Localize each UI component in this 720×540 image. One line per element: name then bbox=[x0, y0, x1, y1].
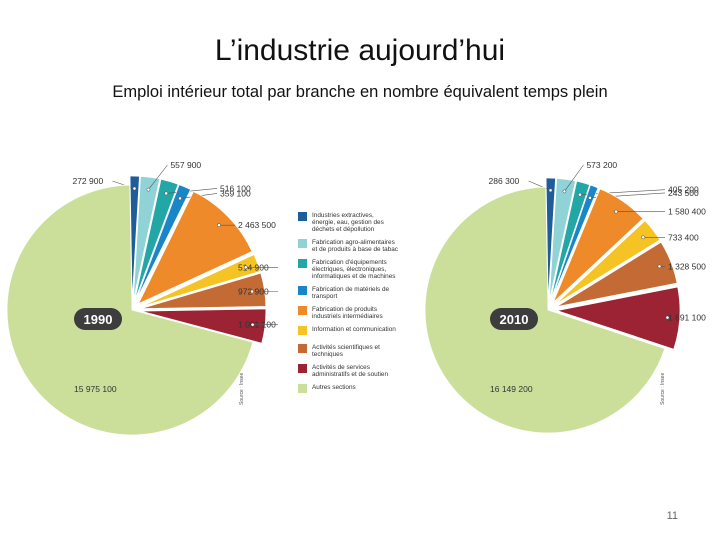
slice-value-label-1990-4: 359 100 bbox=[220, 188, 251, 198]
slice-leader-dot-2010-2 bbox=[562, 189, 567, 194]
slice-leader-line-1990-2 bbox=[148, 164, 168, 190]
pie-slice-2010-9 bbox=[424, 186, 666, 434]
slice-leader-dot-1990-7 bbox=[250, 289, 254, 294]
pie-slice-1990-5 bbox=[137, 190, 253, 305]
legend-label-9: Autres sections bbox=[312, 384, 356, 391]
legend-label-5: Fabrication de produits industriels inter… bbox=[312, 306, 383, 320]
year-badge-2010 bbox=[490, 308, 538, 330]
pie-slice-1990-9 bbox=[6, 184, 254, 436]
legend-swatch-8 bbox=[298, 364, 307, 373]
slice-leader-dot-1990-8 bbox=[250, 322, 255, 327]
legend-swatch-6 bbox=[298, 326, 307, 335]
slice-leader-line-1990-1 bbox=[112, 180, 135, 189]
pie-slice-1990-1 bbox=[129, 175, 140, 302]
pie-slice-1990-7 bbox=[140, 272, 267, 310]
page-number: 11 bbox=[666, 510, 678, 522]
pie-slice-2010-6 bbox=[554, 220, 661, 305]
pie-slice-2010-2 bbox=[548, 177, 577, 302]
pie-slice-1990-8 bbox=[140, 308, 267, 344]
pie-slice-1990-6 bbox=[140, 254, 261, 308]
pie-slice-2010-8 bbox=[555, 286, 681, 350]
year-badge-label-2010: 2010 bbox=[500, 312, 529, 327]
legend-label-3: Fabrication d'équipements électriques, él… bbox=[312, 259, 395, 280]
source-note-2010: Source : Insee bbox=[660, 373, 666, 405]
legend-swatch-2 bbox=[298, 239, 307, 248]
legend: Industries extractives, énergie, eau, ges… bbox=[298, 212, 399, 393]
slice-leader-dot-1990-1 bbox=[132, 186, 137, 191]
legend-swatch-1 bbox=[298, 212, 307, 221]
pie-slice-2010-7 bbox=[556, 241, 678, 308]
slice-value-label-2010-3: 405 200 bbox=[668, 185, 699, 195]
slice-leader-line-2010-2 bbox=[564, 164, 584, 192]
slice-leader-dot-1990-4 bbox=[178, 196, 182, 201]
pie-slice-2010-4 bbox=[550, 184, 599, 302]
slice-value-label-2010-6: 733 400 bbox=[668, 232, 699, 242]
slice-leader-dot-1990-2 bbox=[146, 187, 151, 192]
slice-value-label-2010-9: 16 149 200 bbox=[490, 384, 533, 394]
slice-leader-dot-2010-6 bbox=[641, 235, 645, 240]
legend-label-4: Fabrication de matériels de transport bbox=[312, 286, 390, 300]
legend-label-6: Information et communication bbox=[312, 326, 396, 333]
slice-value-label-2010-5: 1 580 400 bbox=[668, 207, 706, 217]
pie-slice-1990-2 bbox=[132, 175, 161, 302]
slice-leader-dot-1990-6 bbox=[243, 265, 248, 270]
legend-swatch-9 bbox=[298, 384, 307, 393]
slice-value-label-1990-3: 516 100 bbox=[220, 183, 251, 193]
slice-leader-line-2010-1 bbox=[528, 180, 551, 191]
slice-leader-dot-2010-7 bbox=[657, 264, 662, 269]
slice-leader-dot-1990-3 bbox=[164, 191, 168, 196]
slice-leader-dot-2010-1 bbox=[548, 188, 553, 193]
slice-leader-dot-2010-4 bbox=[588, 196, 592, 200]
slice-leader-dot-2010-8 bbox=[665, 315, 670, 320]
slice-value-label-2010-7: 1 328 500 bbox=[668, 261, 706, 271]
slice-value-label-2010-8: 1 891 100 bbox=[668, 313, 706, 323]
source-note-1990: Source : Insee bbox=[239, 373, 245, 405]
legend-label-7: Activités scientifiques et techniques bbox=[312, 344, 380, 358]
pie-slice-2010-1 bbox=[545, 177, 557, 302]
slice-value-label-2010-4: 243 500 bbox=[668, 188, 699, 198]
year-badge-1990 bbox=[74, 308, 122, 330]
legend-label-2: Fabrication agro-alimentaires et de produ… bbox=[312, 239, 399, 253]
pie-slice-2010-3 bbox=[550, 180, 591, 302]
year-badge-label-1990: 1990 bbox=[84, 312, 113, 327]
pie-slice-1990-4 bbox=[135, 184, 192, 302]
slide-title: L’industrie aujourd’hui bbox=[214, 34, 506, 67]
pie-slice-1990-3 bbox=[134, 178, 179, 302]
legend-swatch-4 bbox=[298, 286, 307, 295]
slice-leader-dot-2010-5 bbox=[614, 209, 618, 214]
slice-leader-line-1990-3 bbox=[166, 188, 218, 194]
slice-leader-dot-2010-3 bbox=[578, 192, 582, 197]
slide-subtitle: Emploi intérieur total par branche en no… bbox=[112, 83, 608, 101]
legend-swatch-7 bbox=[298, 344, 307, 353]
slice-value-label-2010-2: 573 200 bbox=[586, 160, 617, 170]
legend-label-8: Activités de services administratifs et d… bbox=[312, 364, 388, 378]
slice-value-label-1990-2: 557 900 bbox=[170, 160, 201, 170]
slice-leader-dot-1990-5 bbox=[217, 223, 221, 228]
slice-value-label-1990-9: 15 975 100 bbox=[74, 384, 117, 394]
legend-swatch-3 bbox=[298, 259, 307, 268]
slice-value-label-2010-1: 286 300 bbox=[489, 176, 520, 186]
slice-value-label-1990-5: 2 463 500 bbox=[238, 220, 276, 230]
slice-value-label-1990-1: 272 900 bbox=[72, 176, 103, 186]
legend-swatch-5 bbox=[298, 306, 307, 315]
legend-label-1: Industries extractives, énergie, eau, ges… bbox=[312, 212, 384, 233]
pie-slice-2010-5 bbox=[552, 188, 644, 303]
